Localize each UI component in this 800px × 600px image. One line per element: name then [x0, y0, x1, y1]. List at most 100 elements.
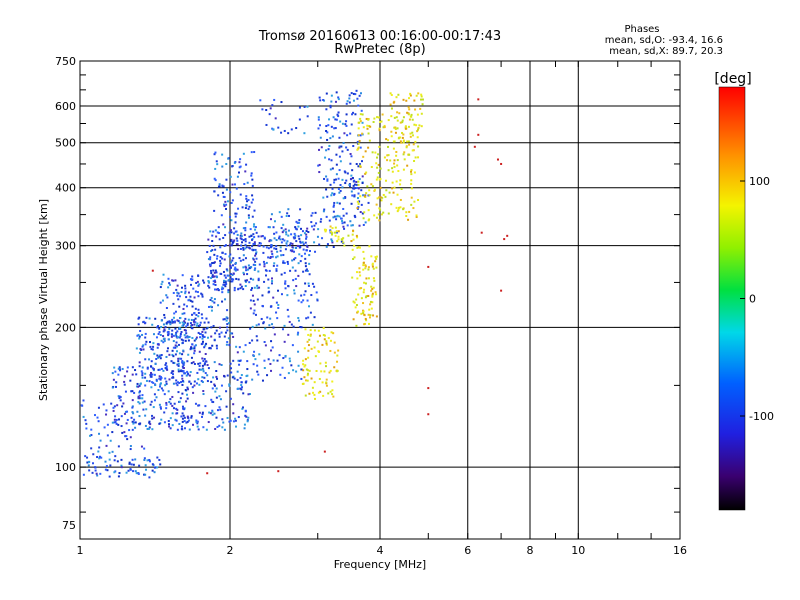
data-point [358, 121, 361, 124]
data-point [251, 194, 254, 197]
data-point [329, 104, 332, 107]
data-point [402, 133, 405, 136]
data-point [100, 456, 103, 459]
data-point [280, 273, 283, 276]
data-point [234, 183, 237, 186]
data-point [220, 384, 223, 387]
data-point [221, 426, 224, 429]
data-point [158, 331, 161, 334]
data-point [356, 140, 359, 143]
data-point [300, 326, 303, 329]
data-point [336, 214, 339, 217]
data-point [393, 165, 396, 168]
data-point [313, 329, 316, 332]
data-point [168, 378, 171, 381]
data-point [163, 339, 166, 342]
data-point [162, 330, 165, 333]
data-point [259, 99, 262, 102]
data-point [250, 288, 253, 291]
data-point [392, 101, 395, 104]
data-point [136, 334, 139, 337]
data-point [390, 107, 393, 110]
data-point [277, 289, 280, 292]
data-point [334, 226, 337, 229]
data-point [243, 423, 246, 426]
data-point [277, 303, 280, 306]
data-point [193, 323, 196, 326]
data-point [350, 174, 353, 177]
data-point [379, 186, 382, 189]
data-point [186, 386, 189, 389]
data-point [333, 351, 336, 354]
data-point [236, 351, 239, 354]
data-point [265, 123, 268, 126]
data-point [182, 363, 185, 366]
data-point [168, 353, 171, 356]
data-point [146, 367, 149, 370]
data-point [241, 407, 244, 410]
data-point [410, 173, 413, 176]
data-point [284, 354, 287, 357]
data-point [244, 170, 247, 173]
data-point [317, 127, 320, 130]
data-point [94, 466, 97, 469]
data-point [172, 382, 175, 385]
data-point [111, 372, 114, 375]
data-point [242, 246, 245, 249]
data-point [332, 395, 335, 398]
data-point [272, 264, 275, 267]
data-point [270, 250, 273, 253]
data-point [345, 102, 348, 105]
data-point [235, 268, 238, 271]
data-point [268, 113, 271, 116]
data-point [210, 380, 213, 383]
data-point [144, 376, 147, 379]
data-point [84, 419, 87, 422]
data-point [131, 420, 134, 423]
data-point [239, 376, 242, 379]
data-point [318, 377, 321, 380]
data-point [232, 412, 235, 415]
data-point [239, 387, 242, 390]
data-point [244, 240, 247, 243]
data-point [335, 163, 338, 166]
plot-area [79, 60, 681, 540]
data-point [252, 242, 255, 245]
data-point [350, 202, 353, 205]
data-point [117, 475, 120, 478]
data-point [286, 308, 289, 311]
data-point [225, 316, 228, 319]
data-point [306, 299, 309, 302]
data-point [228, 384, 231, 387]
data-point [218, 395, 221, 398]
data-point [149, 373, 152, 376]
data-point [417, 127, 420, 130]
data-point [177, 292, 180, 295]
data-point [234, 215, 237, 218]
data-point [124, 410, 127, 413]
data-point [167, 286, 170, 289]
data-point [292, 369, 295, 372]
data-point [275, 231, 278, 234]
data-point [353, 179, 356, 182]
data-point [304, 358, 307, 361]
data-point [378, 196, 381, 199]
data-point [295, 240, 298, 243]
data-point [362, 310, 365, 313]
data-point [113, 471, 116, 474]
data-point [390, 115, 393, 118]
data-point [168, 425, 171, 428]
data-point [174, 333, 177, 336]
data-point [330, 331, 333, 334]
data-point [207, 367, 210, 370]
data-point [167, 338, 170, 341]
data-point [338, 155, 341, 158]
data-point [201, 357, 204, 360]
data-point [391, 170, 394, 173]
data-point [287, 229, 290, 232]
data-point [201, 330, 204, 333]
data-point [172, 355, 175, 358]
data-point [112, 378, 115, 381]
data-point [217, 232, 220, 235]
data-point [325, 149, 328, 152]
